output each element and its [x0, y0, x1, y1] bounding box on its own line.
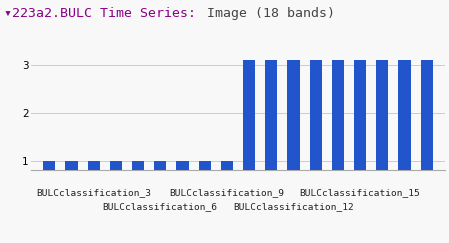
Bar: [110, 161, 122, 209]
Text: BULCclassification_12: BULCclassification_12: [233, 202, 354, 211]
Text: BULCclassification_6: BULCclassification_6: [103, 202, 218, 211]
Text: Image (18 bands): Image (18 bands): [199, 7, 335, 20]
Text: ▾223a2.BULC Time Series:: ▾223a2.BULC Time Series:: [4, 7, 197, 20]
Bar: [332, 60, 344, 209]
Bar: [354, 60, 366, 209]
Bar: [43, 161, 55, 209]
Bar: [287, 60, 299, 209]
Bar: [221, 161, 233, 209]
Bar: [310, 60, 322, 209]
Bar: [398, 60, 411, 209]
Bar: [132, 161, 144, 209]
Bar: [198, 161, 211, 209]
Text: BULCclassification_3: BULCclassification_3: [36, 188, 151, 197]
Bar: [243, 60, 255, 209]
Bar: [65, 161, 78, 209]
Text: BULCclassification_9: BULCclassification_9: [169, 188, 284, 197]
Bar: [154, 161, 166, 209]
Text: BULCclassification_15: BULCclassification_15: [300, 188, 421, 197]
Bar: [376, 60, 388, 209]
Bar: [421, 60, 433, 209]
Bar: [265, 60, 277, 209]
Bar: [176, 161, 189, 209]
Bar: [88, 161, 100, 209]
